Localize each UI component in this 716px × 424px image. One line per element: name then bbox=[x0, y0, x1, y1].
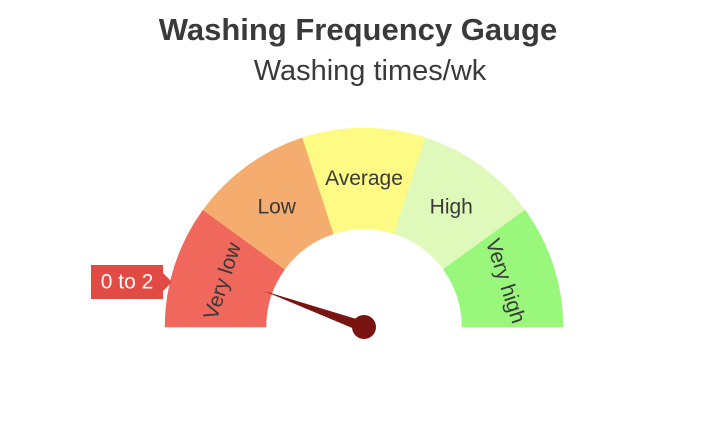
chart-subtitle: Washing times/wk bbox=[254, 55, 487, 87]
gauge-needle-pointer bbox=[264, 291, 366, 333]
gauge-needle-hub bbox=[352, 315, 376, 339]
hover-label: 0 to 2 bbox=[91, 265, 172, 299]
gauge-band-label: Low bbox=[257, 195, 296, 218]
gauge-band-label: High bbox=[430, 195, 473, 218]
gauge-needle bbox=[264, 291, 376, 339]
gauge-bands bbox=[164, 127, 564, 328]
gauge-band-very-high[interactable] bbox=[442, 209, 564, 328]
chart-title: Washing Frequency Gauge bbox=[159, 12, 557, 47]
hover-label-text: 0 to 2 bbox=[101, 271, 154, 294]
hover-label-box bbox=[91, 265, 172, 299]
gauge-band-label: Average bbox=[325, 167, 403, 190]
